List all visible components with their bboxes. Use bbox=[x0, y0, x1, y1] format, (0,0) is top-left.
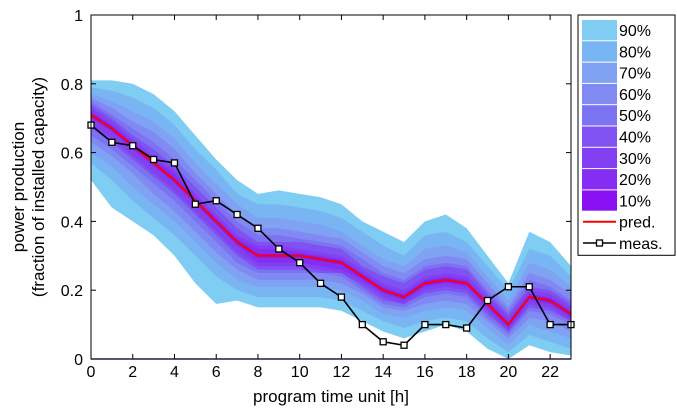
x-tick-label: 20 bbox=[499, 364, 517, 381]
x-tick-label: 14 bbox=[374, 364, 392, 381]
x-tick-label: 18 bbox=[458, 364, 476, 381]
y-tick-label: 0 bbox=[74, 352, 83, 369]
legend-label: pred. bbox=[619, 215, 655, 232]
x-tick-label: 22 bbox=[541, 364, 559, 381]
plot-frame bbox=[90, 14, 572, 360]
measurement-point bbox=[316, 279, 325, 287]
measurement-point bbox=[504, 283, 513, 291]
measurement-point bbox=[275, 245, 283, 253]
measurement-point bbox=[525, 283, 533, 291]
y-axis-label: power production (fraction of installed … bbox=[9, 77, 48, 297]
measurement-point bbox=[254, 224, 262, 232]
legend-label: 10% bbox=[619, 193, 651, 210]
measurement-point bbox=[129, 142, 137, 150]
legend-swatch bbox=[582, 105, 617, 126]
legend-measurement-marker bbox=[595, 239, 604, 247]
prediction-line bbox=[90, 113, 572, 327]
x-axis-ticks: 0 2 4 6 8 10 12 14 16 18 20 22 bbox=[87, 15, 559, 381]
x-tick-label: 4 bbox=[170, 364, 179, 381]
measurement-point bbox=[233, 210, 241, 219]
y-tick-label: 1 bbox=[74, 8, 83, 25]
measurement-point bbox=[400, 341, 408, 349]
measurement-point bbox=[379, 338, 387, 346]
y-tick-label: 0.2 bbox=[61, 283, 83, 300]
legend: 90% 80% 70% 60% 50% 40% 30% 20% 10% pred. meas. bbox=[577, 14, 676, 256]
legend-swatch bbox=[582, 169, 617, 190]
legend-swatch bbox=[582, 41, 617, 62]
legend-swatch bbox=[582, 83, 617, 105]
legend-label: 80% bbox=[619, 44, 651, 61]
y-axis-ticks: 0 0.2 0.4 0.6 0.8 1 bbox=[61, 8, 571, 369]
x-axis-label: program time unit [h] bbox=[253, 387, 409, 406]
legend-label: 50% bbox=[619, 108, 651, 125]
measurement-point bbox=[483, 296, 492, 305]
legend-label: 70% bbox=[619, 66, 651, 83]
measurement-point bbox=[442, 320, 450, 329]
legend-label: 20% bbox=[619, 172, 651, 189]
measurement-point bbox=[170, 159, 179, 167]
legend-label: 40% bbox=[619, 130, 651, 147]
x-tick-label: 16 bbox=[416, 364, 434, 381]
y-axis-label-line-1: power production bbox=[9, 122, 28, 252]
legend-swatch bbox=[582, 20, 617, 41]
y-tick-label: 0.4 bbox=[61, 214, 83, 231]
legend-label: meas. bbox=[619, 236, 663, 253]
measurement-point bbox=[463, 324, 471, 332]
legend-swatch bbox=[582, 62, 617, 83]
y-tick-label: 0.8 bbox=[61, 77, 83, 94]
measurement-point bbox=[337, 293, 346, 301]
x-tick-label: 2 bbox=[128, 364, 137, 381]
legend-swatch bbox=[582, 147, 617, 169]
measurement-point bbox=[149, 155, 158, 164]
x-tick-label: 8 bbox=[254, 364, 263, 381]
measurement-point bbox=[546, 320, 554, 329]
measurement-point bbox=[212, 197, 220, 205]
y-axis-label-line-2: (fraction of installed capacity) bbox=[29, 77, 48, 297]
confidence-bands bbox=[91, 80, 571, 360]
band-30pct bbox=[91, 107, 571, 332]
legend-swatch bbox=[582, 126, 617, 147]
measurement-point bbox=[358, 320, 366, 329]
legend-label: 90% bbox=[619, 23, 651, 40]
y-tick-label: 0.6 bbox=[61, 146, 83, 163]
x-tick-label: 10 bbox=[291, 364, 309, 381]
x-tick-label: 6 bbox=[212, 364, 221, 381]
measurement-point bbox=[421, 320, 429, 329]
measurement-point bbox=[191, 200, 199, 208]
legend-swatch bbox=[582, 190, 617, 211]
x-tick-label: 12 bbox=[333, 364, 351, 381]
legend-label: 30% bbox=[619, 151, 651, 168]
measurement-point bbox=[108, 138, 116, 146]
legend-label: 60% bbox=[619, 87, 651, 104]
x-tick-label: 0 bbox=[87, 364, 96, 381]
measurement-point bbox=[296, 259, 304, 267]
